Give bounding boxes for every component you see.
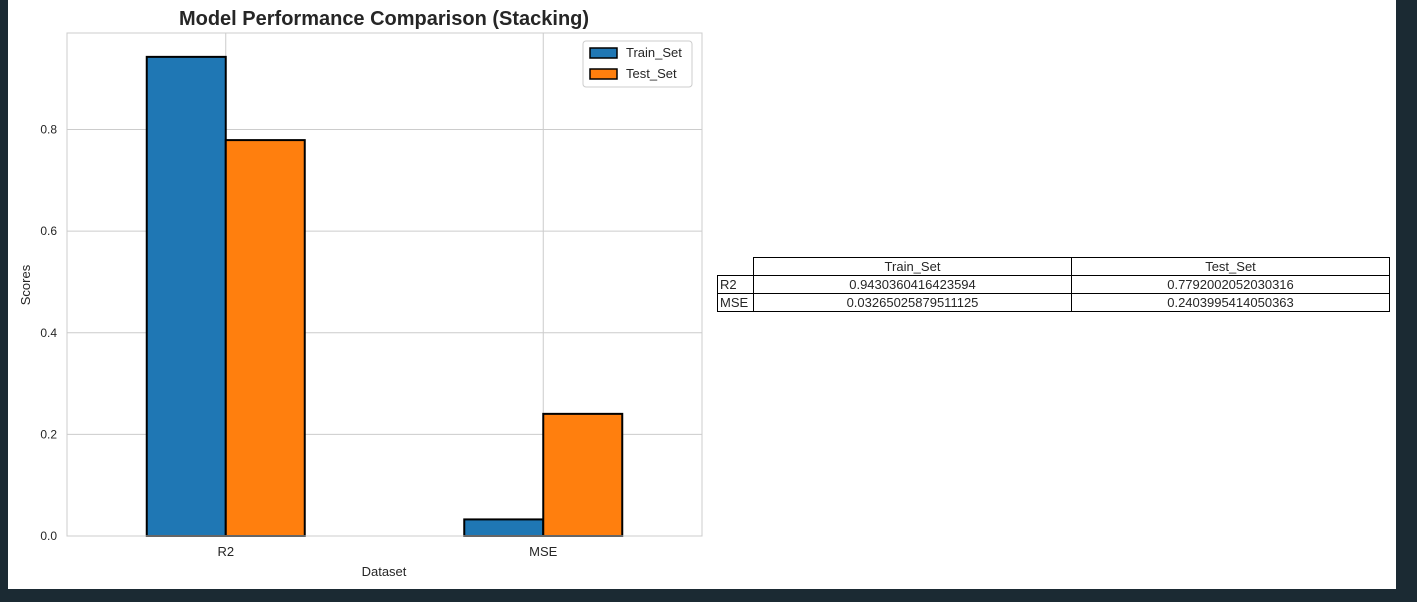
- bar-chart: Model Performance Comparison (Stacking) …: [18, 8, 703, 579]
- y-tick-label: 0.6: [40, 224, 57, 238]
- table-corner-cell: [718, 258, 754, 276]
- legend-swatch: [589, 47, 618, 59]
- table-col-header-test: Test_Set: [1071, 257, 1390, 276]
- x-tick-label: R2: [217, 544, 234, 559]
- table-row: R2 0.9430360416423594 0.7792002052030316: [717, 275, 1390, 294]
- y-tick-label: 0.8: [40, 123, 57, 137]
- bar-test-set-mse: [542, 412, 624, 537]
- y-axis-label: Scores: [18, 264, 33, 305]
- x-axis-label: Dataset: [362, 564, 407, 579]
- plot-frame: [66, 32, 703, 537]
- legend-label: Test_Set: [626, 66, 677, 81]
- y-tick-labels: 0.0 0.2 0.4 0.6 0.8: [40, 123, 57, 543]
- bar-train-set-r2: [145, 55, 227, 538]
- y-tick-label: 0.2: [40, 427, 57, 441]
- bar-test-set-r2: [224, 139, 306, 537]
- table-header-row: Train_Set Test_Set: [718, 257, 1390, 276]
- x-tick-label: MSE: [529, 544, 558, 559]
- table-cell: 0.7792002052030316: [1071, 275, 1390, 294]
- table-col-header-train: Train_Set: [753, 257, 1072, 276]
- figure: Model Performance Comparison (Stacking) …: [8, 0, 1396, 589]
- table-row: MSE 0.03265025879511125 0.24039954140503…: [717, 293, 1390, 312]
- y-tick-label: 0.0: [40, 529, 57, 543]
- legend: Train_Set Test_Set: [582, 40, 693, 88]
- table-row-label: R2: [717, 275, 754, 294]
- bars: [145, 55, 624, 538]
- results-table: Train_Set Test_Set R2 0.9430360416423594…: [717, 257, 1390, 312]
- bar-train-set-mse: [463, 518, 545, 537]
- table-cell: 0.9430360416423594: [753, 275, 1072, 294]
- y-tick-label: 0.4: [40, 326, 57, 340]
- legend-swatch: [589, 68, 618, 80]
- chart-title: Model Performance Comparison (Stacking): [179, 8, 589, 30]
- table-row-label: MSE: [717, 293, 754, 312]
- x-tick-labels: R2 MSE: [217, 544, 557, 559]
- legend-label: Train_Set: [626, 45, 682, 60]
- table-cell: 0.2403995414050363: [1071, 293, 1390, 312]
- table-cell: 0.03265025879511125: [753, 293, 1072, 312]
